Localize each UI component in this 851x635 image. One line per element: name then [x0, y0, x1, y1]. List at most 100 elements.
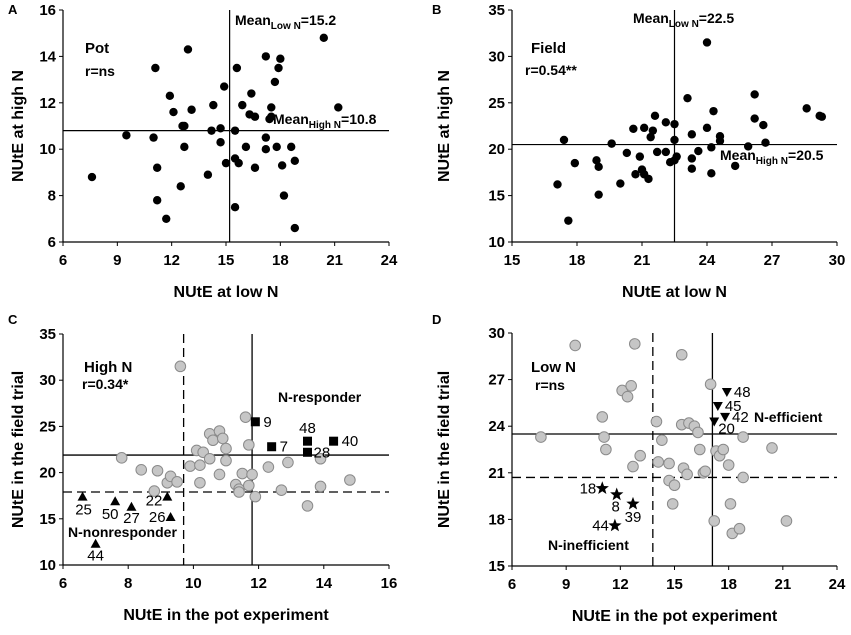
- point-label: 8: [612, 499, 620, 516]
- data-point: [334, 103, 343, 112]
- data-point: [699, 465, 711, 478]
- y-tick-label: 12: [39, 95, 56, 112]
- square-marker: [267, 442, 277, 452]
- data-point: [314, 452, 327, 465]
- data-point: [661, 147, 671, 157]
- data-point: [707, 169, 716, 178]
- data-point: [708, 515, 721, 527]
- y-tick-label: 15: [488, 558, 505, 575]
- point-label: 45: [725, 398, 742, 415]
- data-point: [272, 142, 281, 152]
- panel-title: Low N: [531, 359, 576, 376]
- x-axis-title: NUtE at low N: [622, 284, 727, 301]
- mean-value: =15.2: [301, 12, 337, 28]
- data-point: [635, 152, 645, 161]
- x-axis-title: NUtE at low N: [174, 284, 279, 301]
- data-point: [246, 468, 258, 481]
- x-tick-label: 12: [163, 252, 180, 269]
- data-point: [267, 112, 276, 121]
- y-tick-label: 35: [488, 2, 505, 19]
- data-point: [213, 468, 226, 481]
- panel-title: Pot: [85, 40, 109, 57]
- data-point: [274, 63, 283, 73]
- data-point: [165, 91, 175, 101]
- x-tick-label: 21: [326, 252, 343, 269]
- data-point: [759, 120, 768, 130]
- y-tick-label: 24: [488, 418, 505, 435]
- group-label: N-efficient: [754, 409, 823, 425]
- data-point: [171, 476, 183, 488]
- data-point: [564, 216, 573, 225]
- y-tick-label: 16: [39, 2, 56, 19]
- triangle-up-marker: [110, 496, 121, 506]
- x-tick-label: 18: [569, 252, 586, 269]
- data-point: [220, 454, 232, 467]
- data-point: [704, 378, 717, 391]
- data-point: [234, 158, 243, 168]
- mean-high-n-label: MeanHigh N=10.8: [273, 111, 377, 131]
- point-label: 40: [342, 433, 359, 450]
- data-point: [148, 485, 161, 497]
- data-point: [709, 106, 718, 116]
- data-point: [301, 500, 314, 512]
- mean-value: =10.8: [341, 111, 377, 127]
- y-tick-label: 10: [39, 141, 56, 158]
- data-point: [174, 360, 187, 373]
- mean-subscript: High N: [756, 156, 788, 167]
- data-point: [238, 100, 247, 110]
- y-tick-label: 20: [488, 141, 505, 158]
- point-label: 27: [123, 510, 140, 527]
- data-point: [598, 431, 610, 443]
- data-point: [267, 103, 276, 112]
- data-point: [629, 124, 638, 133]
- data-point: [282, 456, 294, 469]
- point-label: 22: [146, 493, 163, 510]
- point-label: 20: [718, 421, 735, 438]
- data-point: [290, 223, 300, 233]
- group-label: N-responder: [278, 389, 362, 405]
- x-tick-label: 10: [185, 575, 202, 592]
- point-label: 48: [299, 420, 316, 437]
- mean-subscript: High N: [309, 120, 341, 131]
- y-tick-label: 21: [488, 465, 505, 482]
- data-point: [692, 426, 704, 439]
- data-point: [652, 147, 662, 157]
- point-label: 7: [280, 439, 288, 456]
- triangle-down-marker: [720, 412, 731, 422]
- point-label: 18: [580, 480, 597, 497]
- data-point: [135, 464, 148, 476]
- data-point: [207, 434, 219, 447]
- point-label: 50: [102, 506, 119, 523]
- y-tick-label: 15: [488, 188, 505, 205]
- y-tick-label: 18: [488, 511, 505, 528]
- data-point: [761, 138, 770, 147]
- data-point: [650, 111, 660, 120]
- data-point: [717, 443, 730, 456]
- data-point: [802, 104, 811, 113]
- data-point: [559, 135, 569, 145]
- star-marker: [626, 496, 640, 510]
- data-point: [733, 522, 746, 535]
- data-point: [707, 143, 716, 152]
- x-tick-label: 16: [381, 575, 398, 592]
- point-label: 44: [592, 518, 609, 535]
- y-tick-label: 30: [39, 372, 56, 389]
- square-marker: [303, 447, 312, 457]
- data-point: [702, 38, 712, 47]
- data-point: [780, 515, 793, 527]
- data-point: [203, 452, 216, 465]
- panel-label: C: [8, 312, 18, 327]
- x-tick-label: 9: [562, 576, 570, 593]
- data-point: [122, 131, 131, 140]
- triangle-up-marker: [126, 501, 137, 511]
- data-point: [216, 124, 225, 133]
- data-point: [249, 490, 262, 503]
- panel-title: Field: [531, 40, 566, 57]
- data-point: [724, 498, 737, 510]
- point-label: 39: [625, 509, 642, 526]
- point-label: 48: [734, 384, 751, 401]
- correlation-label: r=0.54**: [525, 62, 577, 78]
- x-tick-label: 30: [829, 252, 846, 269]
- data-point: [715, 136, 725, 146]
